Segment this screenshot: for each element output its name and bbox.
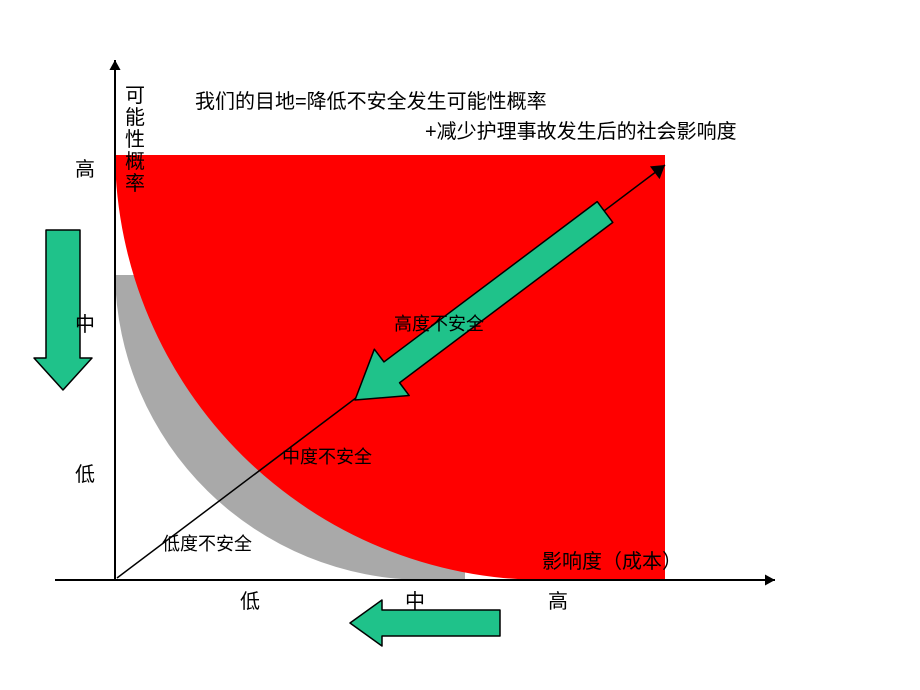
y-tick-low: 低 xyxy=(75,458,95,487)
region-label-high: 高度不安全 xyxy=(394,310,484,336)
x-tick-low: 低 xyxy=(240,585,260,614)
y-axis-arrow xyxy=(109,60,120,70)
y-tick-mid: 中 xyxy=(75,308,95,337)
y-axis-label: 可能性概率 xyxy=(125,85,147,195)
region-label-low: 低度不安全 xyxy=(162,530,252,556)
title-line1: 我们的目地=降低不安全发生可能性概率 xyxy=(195,85,547,114)
x-tick-high: 高 xyxy=(548,585,568,614)
x-axis-label: 影响度（成本） xyxy=(542,545,682,574)
risk-diagram: 我们的目地=降低不安全发生可能性概率 +减少护理事故发生后的社会影响度 可能性概… xyxy=(0,0,920,690)
title-line2: +减少护理事故发生后的社会影响度 xyxy=(425,115,737,144)
region-label-mid: 中度不安全 xyxy=(282,443,372,469)
x-tick-mid: 中 xyxy=(405,585,425,614)
x-axis-arrow xyxy=(765,574,775,585)
y-tick-high: 高 xyxy=(75,153,95,182)
